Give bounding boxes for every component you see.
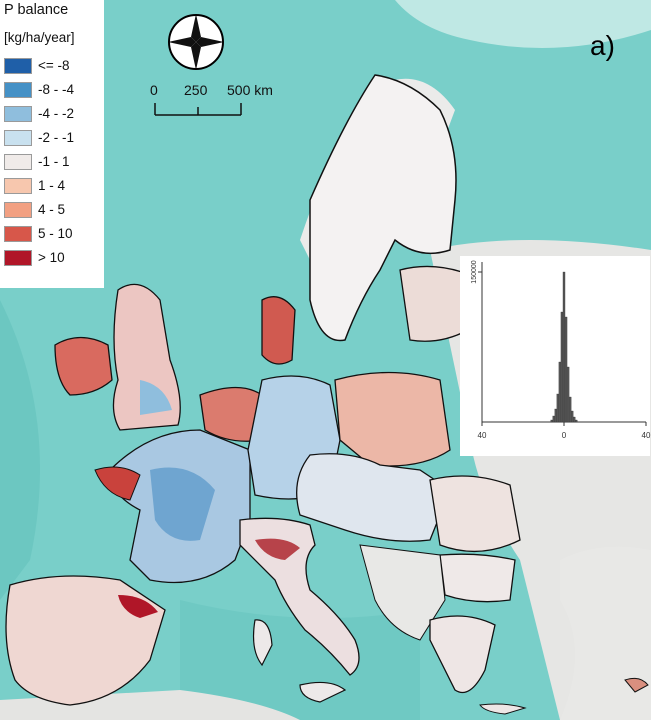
histogram-inset: 40 0 40 150000 — [460, 256, 651, 456]
cyprus-land — [624, 677, 649, 693]
histogram-bar — [573, 416, 576, 423]
histogram-x-tick-label: 40 — [478, 431, 487, 440]
denmark-land — [261, 296, 296, 365]
legend-unit: [kg/ha/year] — [4, 30, 75, 45]
legend-label: > 10 — [38, 250, 65, 265]
legend-label: <= -8 — [38, 58, 70, 73]
ocean-shading — [0, 300, 40, 600]
scale-tick-label: 250 — [184, 82, 208, 98]
histogram-bar — [560, 311, 564, 423]
histogram-bar — [552, 415, 555, 423]
histogram-bar — [554, 408, 557, 423]
sicily-land — [299, 681, 347, 703]
uk-blue-patch — [140, 380, 172, 415]
legend-title: P balance — [4, 2, 69, 18]
panel-label: a) — [590, 30, 615, 61]
po-valley-patch — [255, 538, 300, 560]
north-arrow-icon — [168, 14, 224, 70]
balkans-land — [359, 544, 446, 641]
france-blue-patch — [150, 467, 215, 541]
ebro-red-patch — [118, 595, 158, 618]
legend-swatch — [4, 130, 32, 146]
histogram-bar — [568, 396, 572, 423]
central-europe-land — [296, 453, 451, 542]
baltic-states-land — [399, 265, 469, 342]
romania-land — [429, 475, 521, 553]
legend-label: -4 - -2 — [38, 106, 75, 121]
legend-swatch — [4, 178, 32, 194]
ireland-land — [54, 336, 113, 396]
scale-tick-label: 500 km — [227, 82, 273, 98]
histogram-bar — [550, 419, 553, 423]
mediterranean-shading — [180, 600, 420, 720]
histogram-bar — [564, 316, 568, 423]
legend-label: -1 - 1 — [38, 154, 70, 169]
scale-bar — [154, 103, 242, 116]
histogram-x-tick-label: 0 — [562, 431, 567, 440]
legend-swatch — [4, 154, 32, 170]
legend-label: -2 - -1 — [38, 130, 75, 145]
legend-label: 1 - 4 — [38, 178, 66, 193]
bulgaria-land — [439, 553, 516, 603]
legend-swatch — [4, 82, 32, 98]
legend-label: 5 - 10 — [38, 226, 73, 241]
histogram-bar — [571, 410, 574, 423]
histogram-bar — [556, 393, 560, 423]
legend: P balance [kg/ha/year] <= -8 -8 - -4 -4 … — [0, 0, 104, 288]
greece-land — [429, 615, 496, 694]
histogram-x-tick-label: 40 — [642, 431, 651, 440]
legend-swatch — [4, 226, 32, 242]
sardinia-land — [252, 619, 273, 667]
scale-tick-label: 0 — [150, 82, 158, 98]
brittany-red-patch — [94, 466, 141, 501]
legend-label: 4 - 5 — [38, 202, 66, 217]
histogram-bar — [558, 361, 562, 423]
histogram-bar — [566, 366, 570, 423]
legend-swatch — [4, 106, 32, 122]
greenland-iceland-land — [395, 0, 651, 48]
legend-swatch — [4, 202, 32, 218]
legend-swatch — [4, 58, 32, 74]
histogram-bar — [575, 419, 578, 423]
histogram-bar — [562, 271, 566, 423]
crete-land — [479, 703, 527, 715]
italy-land — [239, 517, 360, 676]
sweden-finland-land — [309, 74, 457, 342]
legend-swatch — [4, 250, 32, 266]
histogram-background — [460, 256, 650, 456]
legend-label: -8 - -4 — [38, 82, 75, 97]
histogram-y-tick-label: 150000 — [471, 260, 478, 283]
turkey-land — [560, 546, 651, 720]
